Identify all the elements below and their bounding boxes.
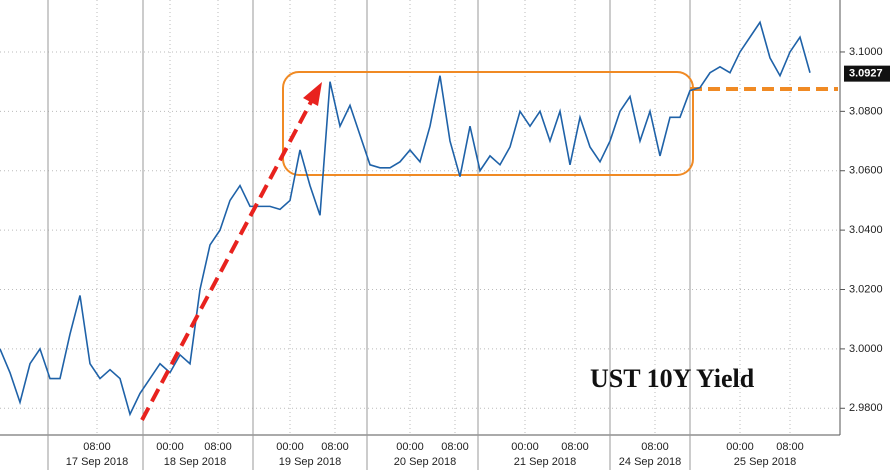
- x-tick-label: 08:00: [204, 441, 232, 453]
- x-tick-label: 00:00: [156, 441, 184, 453]
- y-tick-label: 2.9800: [849, 402, 883, 414]
- last-value-tag: [844, 65, 890, 82]
- x-tick-label: 08:00: [441, 441, 469, 453]
- x-tick-label: 00:00: [511, 441, 539, 453]
- x-tick-label: 00:00: [396, 441, 424, 453]
- chart-title: UST 10Y Yield: [590, 364, 755, 393]
- series-line: [0, 20, 811, 417]
- y-tick-label: 3.0800: [849, 105, 883, 117]
- x-date-label: 20 Sep 2018: [394, 456, 456, 468]
- trend-arrow: [140, 99, 314, 421]
- x-date-label: 19 Sep 2018: [279, 456, 341, 468]
- x-tick-label: 08:00: [321, 441, 349, 453]
- x-tick-label: 08:00: [776, 441, 804, 453]
- y-tick-label: 3.0600: [849, 165, 883, 177]
- x-tick-label: 08:00: [83, 441, 111, 453]
- y-tick-label: 3.0200: [849, 283, 883, 295]
- x-date-label: 18 Sep 2018: [164, 456, 226, 468]
- x-date-label: 21 Sep 2018: [514, 456, 576, 468]
- x-date-label: 25 Sep 2018: [734, 456, 796, 468]
- range-box: [282, 71, 694, 176]
- x-tick-label: 08:00: [561, 441, 589, 453]
- x-date-label: 17 Sep 2018: [66, 456, 128, 468]
- y-tick-label: 3.0000: [849, 343, 883, 355]
- y-tick-label: 3.1000: [849, 46, 883, 58]
- x-tick-label: 00:00: [726, 441, 754, 453]
- last-value-label: 3.0927: [849, 68, 883, 80]
- y-tick-label: 3.0400: [849, 224, 883, 236]
- x-tick-label: 00:00: [276, 441, 304, 453]
- x-date-label: 24 Sep 2018: [619, 456, 681, 468]
- x-tick-label: 08:00: [641, 441, 669, 453]
- arrow-head: [303, 82, 322, 106]
- plot: [0, 20, 811, 417]
